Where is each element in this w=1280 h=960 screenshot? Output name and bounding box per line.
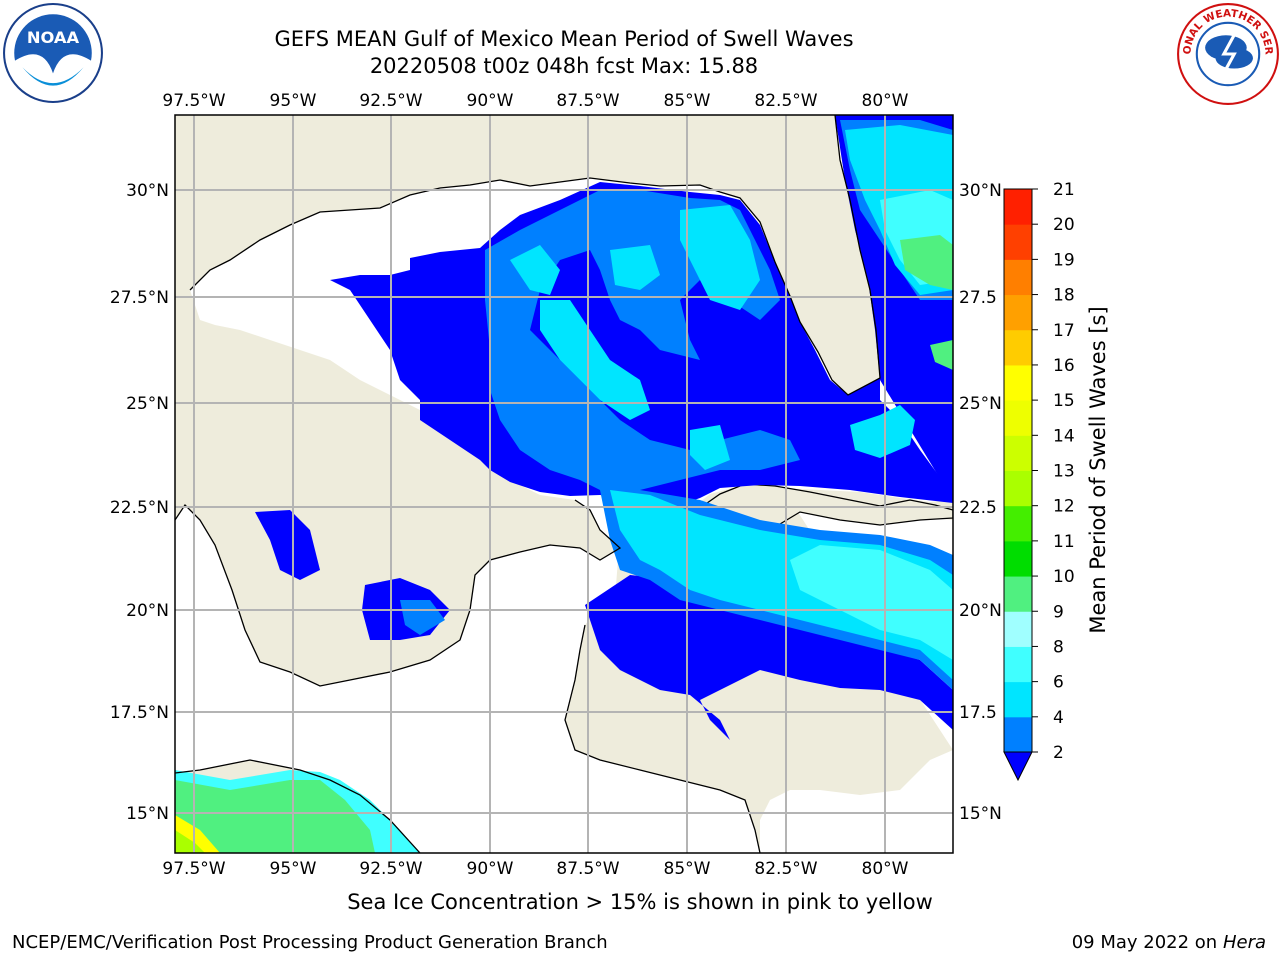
lon-tick-bottom: 82.5°W xyxy=(754,859,817,879)
colorbar-segment xyxy=(1004,294,1032,331)
colorbar-tick-label: 9 xyxy=(1053,602,1064,622)
lat-tick-left: 22.5°N xyxy=(110,498,169,518)
lon-tick-bottom: 95°W xyxy=(270,859,317,879)
colorbar-segment xyxy=(1004,611,1032,647)
colorbar-segment xyxy=(1004,505,1032,542)
colorbar-segment xyxy=(1004,259,1032,296)
noaa-logo-icon: NOAA xyxy=(3,3,103,103)
colorbar-tick-label: 13 xyxy=(1053,462,1075,482)
lat-tick-right: 20°N xyxy=(959,601,1002,621)
graticule xyxy=(175,115,953,853)
colorbar-tick-label: 21 xyxy=(1053,180,1075,200)
nws-logo-icon: NATIONAL WEATHER SERVICE xyxy=(1176,2,1279,105)
colorbar-label: Mean Period of Swell Waves [s] xyxy=(1086,306,1110,634)
colorbar-segment xyxy=(1004,224,1032,260)
footer-date: 09 May 2022 on Hera xyxy=(1072,932,1266,953)
colorbar-tick-label: 15 xyxy=(1053,391,1075,411)
lat-tick-right: 25°N xyxy=(959,394,1002,414)
coastline xyxy=(175,115,881,853)
colorbar-tick-label: 19 xyxy=(1053,250,1075,270)
lat-tick-left: 30°N xyxy=(126,181,169,201)
footer-credit: NCEP/EMC/Verification Post Processing Pr… xyxy=(12,932,608,953)
colorbar-tick-label: 14 xyxy=(1053,426,1075,446)
lat-tick-right: 15°N xyxy=(959,804,1002,824)
lon-tick-bottom: 97.5°W xyxy=(162,859,225,879)
lat-tick-left: 20°N xyxy=(126,601,169,621)
pacific-swell-field xyxy=(175,770,420,853)
lon-tick-bottom: 85°W xyxy=(664,859,711,879)
lon-tick-top: 90°W xyxy=(467,91,514,111)
colorbar-segment xyxy=(1004,400,1032,436)
colorbar-segment xyxy=(1004,576,1032,612)
lat-tick-left: 17.5°N xyxy=(110,703,169,723)
lat-tick-labels-right: 30°N 27.5 25°N 22.5 20°N 17.5 15°N xyxy=(959,181,1002,824)
footer-host: Hera xyxy=(1222,932,1266,953)
lat-tick-labels-left: 30°N 27.5°N 25°N 22.5°N 20°N 17.5°N 15°N xyxy=(110,181,169,824)
noaa-logo-text: NOAA xyxy=(27,28,80,47)
lat-tick-left: 15°N xyxy=(126,804,169,824)
sea-ice-note: Sea Ice Concentration > 15% is shown in … xyxy=(347,890,933,914)
lon-tick-bottom: 90°W xyxy=(467,859,514,879)
colorbar-tick-label: 18 xyxy=(1053,286,1075,306)
colorbar-segment xyxy=(1004,540,1032,577)
colorbar-tick-label: 16 xyxy=(1053,356,1075,376)
lon-tick-top: 97.5°W xyxy=(162,91,225,111)
colorbar-segment xyxy=(1004,189,1032,225)
lat-tick-left: 25°N xyxy=(126,394,169,414)
colorbar: 21 20 19 18 17 16 15 14 13 12 11 10 9 8 6 4 2 xyxy=(1003,180,1075,782)
lon-tick-labels: 97.5°W 95°W 92.5°W 90°W 87.5°W 85°W 82.5… xyxy=(162,91,908,879)
lat-tick-right: 17.5 xyxy=(959,703,997,723)
colorbar-tick-label: 10 xyxy=(1053,567,1075,587)
lon-tick-top: 95°W xyxy=(270,91,317,111)
colorbar-segment xyxy=(1004,329,1032,366)
colorbar-segment xyxy=(1004,646,1032,683)
swell-field-seafoam xyxy=(900,235,953,370)
colorbar-segment xyxy=(1004,716,1032,753)
colorbar-tick-label: 6 xyxy=(1053,673,1064,693)
lon-tick-top: 82.5°W xyxy=(754,91,817,111)
colorbar-tick-label: 8 xyxy=(1053,637,1064,657)
colorbar-tick-label: 11 xyxy=(1053,532,1075,552)
lat-tick-right: 22.5 xyxy=(959,498,997,518)
colorbar-segment xyxy=(1004,435,1032,471)
lon-tick-top: 80°W xyxy=(862,91,909,111)
map-frame xyxy=(174,114,954,854)
colorbar-segment xyxy=(1004,681,1032,718)
chart-title-line1: GEFS MEAN Gulf of Mexico Mean Period of … xyxy=(274,27,854,51)
lon-tick-bottom: 92.5°W xyxy=(359,859,422,879)
lat-tick-right: 30°N xyxy=(959,181,1002,201)
lat-tick-left: 27.5°N xyxy=(110,288,169,308)
lat-tick-right: 27.5 xyxy=(959,288,997,308)
colorbar-segment xyxy=(1004,470,1032,507)
colorbar-tick-label: 4 xyxy=(1053,708,1064,728)
lon-tick-top: 87.5°W xyxy=(556,91,619,111)
lon-tick-bottom: 87.5°W xyxy=(556,859,619,879)
colorbar-segment xyxy=(1004,364,1032,401)
lon-tick-bottom: 80°W xyxy=(862,859,909,879)
chart-title-line2: 20220508 t00z 048h fcst Max: 15.88 xyxy=(369,54,759,78)
footer-date-text: 09 May 2022 on xyxy=(1071,932,1218,953)
colorbar-tick-label: 2 xyxy=(1053,743,1064,763)
colorbar-tick-label: 12 xyxy=(1053,497,1075,517)
lon-tick-top: 92.5°W xyxy=(359,91,422,111)
colorbar-extend-arrow xyxy=(1003,751,1033,782)
lon-tick-top: 85°W xyxy=(664,91,711,111)
colorbar-tick-label: 20 xyxy=(1053,215,1075,235)
colorbar-tick-label: 17 xyxy=(1053,321,1075,341)
